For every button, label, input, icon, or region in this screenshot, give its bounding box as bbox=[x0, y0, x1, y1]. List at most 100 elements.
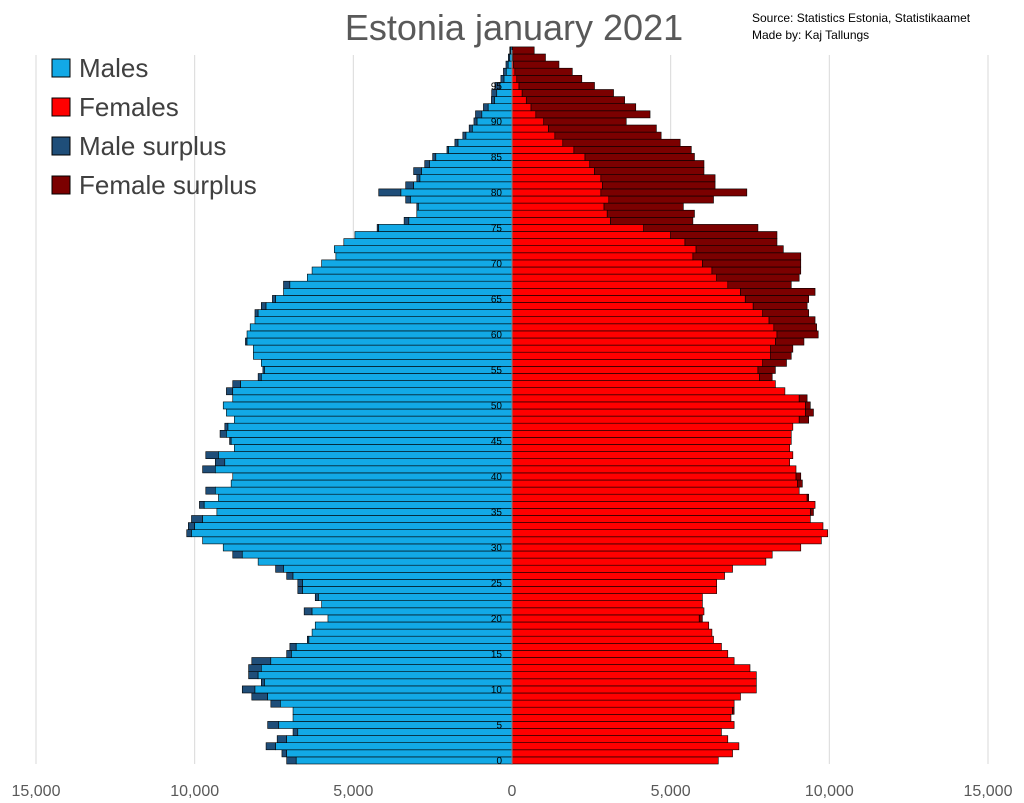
bar-male bbox=[232, 394, 513, 403]
bar-male bbox=[327, 614, 513, 623]
bar-male bbox=[246, 330, 513, 339]
bar-female-surplus bbox=[797, 479, 803, 488]
bar-male bbox=[343, 238, 513, 247]
bar-male bbox=[191, 529, 513, 538]
bar-male bbox=[421, 167, 513, 176]
bar-female bbox=[511, 146, 575, 154]
bar-male bbox=[280, 699, 513, 708]
bar-male bbox=[249, 323, 513, 332]
bar-female-surplus bbox=[770, 344, 794, 353]
bar-male bbox=[202, 515, 513, 523]
bar-male-surplus bbox=[261, 302, 267, 310]
bar-male bbox=[291, 650, 513, 658]
bar-female-surplus bbox=[809, 508, 814, 516]
age-label: 0 bbox=[496, 756, 502, 767]
bar-female bbox=[511, 749, 733, 758]
bar-female bbox=[511, 508, 811, 516]
bar-female bbox=[511, 500, 816, 509]
bar-male bbox=[507, 60, 513, 69]
legend-item-males: Males bbox=[51, 53, 148, 83]
age-label: 20 bbox=[491, 614, 503, 625]
bar-male bbox=[261, 664, 513, 672]
bar-male-surplus bbox=[202, 465, 216, 474]
bar-male bbox=[307, 273, 513, 282]
bar-female bbox=[511, 515, 811, 523]
age-label: 15 bbox=[491, 649, 503, 660]
bar-male bbox=[494, 96, 513, 104]
bar-male bbox=[253, 344, 513, 353]
bar-male-surplus bbox=[214, 458, 226, 467]
bar-female bbox=[511, 571, 725, 580]
bar-male-surplus bbox=[405, 181, 414, 190]
bar-female bbox=[511, 706, 733, 715]
bar-female bbox=[511, 309, 763, 318]
bar-female-surplus bbox=[757, 366, 776, 374]
bar-female bbox=[511, 231, 671, 239]
age-label: 80 bbox=[491, 188, 503, 199]
bar-male-surplus bbox=[276, 735, 287, 743]
bar-female bbox=[511, 472, 797, 481]
bar-female-surplus bbox=[759, 373, 773, 381]
bar-male bbox=[257, 557, 513, 566]
bar-male bbox=[448, 146, 513, 154]
bar-male-surplus bbox=[224, 422, 229, 431]
bar-female-surplus bbox=[512, 53, 546, 62]
bar-female-surplus bbox=[695, 245, 784, 254]
bar-male bbox=[487, 103, 513, 112]
bar-male-surplus bbox=[297, 579, 303, 587]
bar-female bbox=[511, 671, 757, 680]
bar-male-surplus bbox=[251, 657, 272, 665]
bar-female bbox=[511, 579, 717, 587]
bar-female-surplus bbox=[603, 202, 684, 211]
bar-female bbox=[511, 557, 767, 566]
x-tick-label: 10,000 bbox=[170, 783, 219, 800]
bar-male-surplus bbox=[424, 160, 430, 168]
bar-female bbox=[511, 642, 722, 651]
bar-female bbox=[511, 167, 595, 176]
bar-female bbox=[511, 600, 703, 609]
bar-female-surplus bbox=[518, 82, 595, 90]
bars bbox=[186, 46, 829, 765]
bar-male-surplus bbox=[297, 586, 303, 594]
bar-male-surplus bbox=[292, 728, 299, 736]
age-label: 50 bbox=[491, 401, 503, 412]
bar-female-surplus bbox=[770, 351, 792, 360]
bar-male-surplus bbox=[491, 96, 495, 104]
bar-female bbox=[511, 266, 713, 275]
bar-male bbox=[253, 351, 513, 360]
bar-female bbox=[511, 131, 556, 140]
bar-female-surplus bbox=[562, 138, 681, 147]
bar-female-surplus bbox=[727, 280, 792, 289]
bar-male-surplus bbox=[283, 280, 291, 289]
bar-male bbox=[230, 479, 513, 488]
bar-male-surplus bbox=[286, 756, 297, 765]
bar-male bbox=[216, 508, 513, 516]
bar-female bbox=[511, 451, 794, 460]
bar-male-surplus bbox=[275, 564, 284, 573]
bar-female-surplus bbox=[798, 415, 810, 424]
bar-male bbox=[222, 543, 513, 552]
bar-male bbox=[314, 621, 513, 630]
bar-male bbox=[270, 657, 513, 665]
bar-male bbox=[292, 571, 513, 580]
bar-female bbox=[511, 358, 763, 367]
bar-female bbox=[511, 614, 700, 623]
bar-female bbox=[511, 593, 703, 601]
bar-male bbox=[246, 337, 513, 346]
bar-male bbox=[457, 138, 513, 147]
bar-female-surplus bbox=[740, 287, 816, 296]
bar-female bbox=[511, 188, 602, 197]
bar-male-surplus bbox=[286, 650, 292, 658]
age-labels: 0 5 10 15 20 25 30 35 40 45 50 55 60 65 70 75 80 85 90 95 bbox=[491, 81, 503, 767]
bar-male bbox=[240, 380, 513, 389]
bar-male bbox=[318, 593, 513, 601]
bar-female-surplus bbox=[684, 238, 778, 247]
bar-female-surplus bbox=[773, 323, 817, 332]
age-label: 70 bbox=[491, 259, 503, 270]
bar-female bbox=[511, 422, 794, 431]
bar-female-surplus bbox=[600, 188, 748, 197]
bar-female bbox=[511, 536, 822, 545]
bar-male-surplus bbox=[205, 486, 216, 495]
bar-female bbox=[511, 373, 760, 381]
bar-female-surplus bbox=[530, 103, 637, 112]
